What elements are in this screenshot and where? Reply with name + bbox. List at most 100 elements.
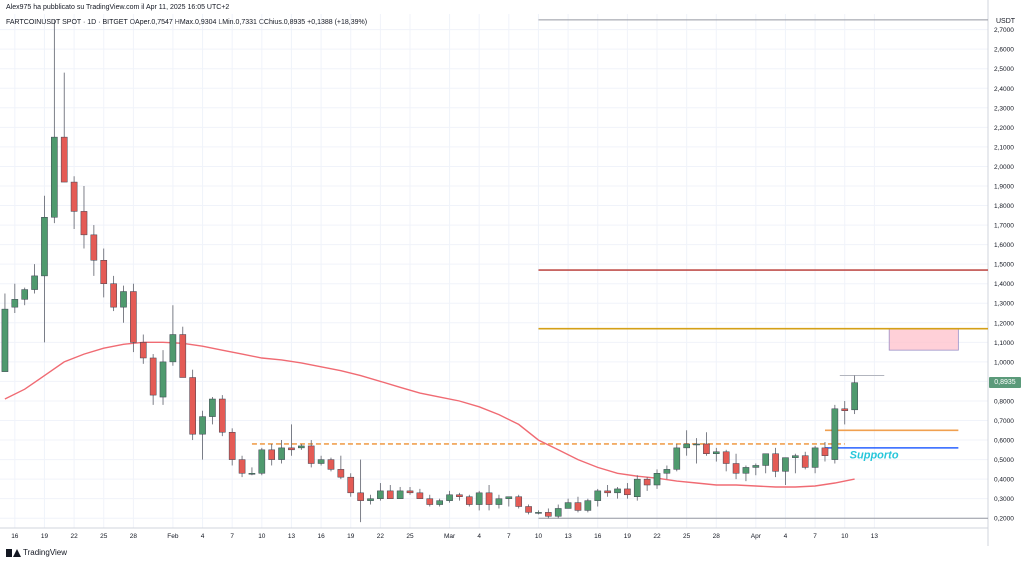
candle	[465, 494, 473, 507]
candle	[347, 473, 355, 497]
candle-body	[347, 476, 355, 494]
price-tick-label: 2,7000	[994, 27, 1014, 34]
tradingview-logo[interactable]: TradingView	[6, 548, 67, 557]
candle	[248, 467, 256, 476]
candle-body	[456, 494, 463, 497]
time-tick-label: 25	[100, 533, 108, 540]
candle-body	[554, 508, 562, 517]
price-tick-label: 0,4000	[994, 477, 1014, 484]
candle	[238, 455, 246, 478]
time-tick-label: 4	[477, 533, 481, 540]
candle-body	[60, 136, 68, 183]
candle-body	[110, 283, 117, 308]
candle-body	[189, 377, 196, 435]
candle	[258, 447, 266, 476]
symbol-label: FARTCOINUSDT SPOT · 1D · BITGET	[6, 19, 128, 26]
candle-body	[51, 136, 58, 218]
candle-body	[841, 408, 849, 411]
candle-body	[278, 447, 285, 460]
candle	[841, 400, 849, 425]
candle-body	[545, 512, 552, 517]
price-tick-label: 0,6000	[994, 438, 1014, 445]
tradingview-logo-text: TradingView	[23, 548, 68, 557]
candle-body	[722, 451, 730, 464]
price-tick-label: 0,8000	[994, 398, 1014, 405]
candle	[317, 455, 325, 466]
time-tick-label: 13	[288, 533, 296, 540]
candle-body	[495, 498, 503, 505]
candle	[278, 440, 285, 464]
candle-body	[426, 498, 434, 505]
candle	[337, 455, 345, 480]
price-tick-label: 1,0000	[994, 359, 1014, 366]
time-tick-label: 16	[594, 533, 602, 540]
candle	[416, 488, 424, 499]
candle-body	[337, 469, 345, 478]
price-tick-label: 0,5000	[994, 457, 1014, 464]
candle-body	[288, 447, 295, 451]
candle	[643, 477, 651, 491]
low-label: L	[218, 19, 223, 26]
time-tick-label: 19	[41, 533, 49, 540]
candle	[614, 486, 621, 499]
candle	[327, 457, 335, 472]
candle	[456, 492, 463, 501]
price-tick-label: 2,5000	[994, 66, 1014, 73]
candle	[821, 442, 829, 462]
price-tick-label: 1,6000	[994, 242, 1014, 249]
candle	[564, 498, 572, 509]
candle-body	[377, 490, 384, 499]
candle-body	[298, 445, 305, 449]
candle	[357, 459, 364, 523]
candle	[307, 440, 315, 468]
price-tick-label: 0,7000	[994, 418, 1014, 425]
candle-body	[752, 465, 760, 468]
candle-body	[594, 490, 602, 501]
candle-body	[209, 398, 216, 417]
candle	[41, 195, 48, 343]
open-label: O	[129, 19, 136, 26]
time-tick-label: 4	[784, 533, 788, 540]
candle-body	[268, 449, 276, 460]
candle	[60, 72, 68, 183]
candle-body	[199, 416, 206, 435]
candle-body	[782, 457, 789, 472]
price-tick-label: 2,1000	[994, 144, 1014, 151]
candle	[584, 498, 592, 513]
time-tick-label: 25	[683, 533, 691, 540]
candle	[604, 485, 611, 497]
time-tick-label: 10	[841, 533, 849, 540]
candle	[574, 496, 582, 513]
candle-body	[120, 291, 127, 308]
candle-body	[653, 473, 661, 486]
candle-body	[70, 181, 78, 212]
price-tick-label: 0,2000	[994, 516, 1014, 523]
candle-body	[41, 217, 48, 277]
candle-body	[732, 463, 740, 474]
candle-body	[416, 492, 424, 499]
published-by-line: Alex975 ha pubblicato su TradingView.com…	[6, 4, 230, 11]
candle-body	[663, 469, 671, 474]
resistance-zone	[888, 328, 959, 351]
candle	[515, 494, 523, 509]
time-tick-label: 10	[258, 533, 266, 540]
time-tick-label: 13	[564, 533, 572, 540]
last-price-tag: 0,8935	[989, 377, 1021, 389]
candle-body	[792, 455, 799, 458]
candle-body	[11, 299, 19, 308]
time-tick-label: 4	[201, 533, 205, 540]
candle	[762, 453, 770, 474]
price-tick-label: 2,3000	[994, 105, 1014, 112]
high-label: H	[174, 19, 180, 26]
candle-body	[772, 453, 779, 472]
candle	[1, 293, 9, 372]
candle-body	[673, 447, 681, 470]
candle	[100, 248, 108, 298]
low-value: Min.0,7331	[222, 19, 257, 26]
time-tick-label: 7	[507, 533, 511, 540]
candle	[801, 451, 809, 470]
candle	[288, 424, 295, 456]
candle-body	[406, 490, 414, 494]
candle	[110, 275, 117, 312]
